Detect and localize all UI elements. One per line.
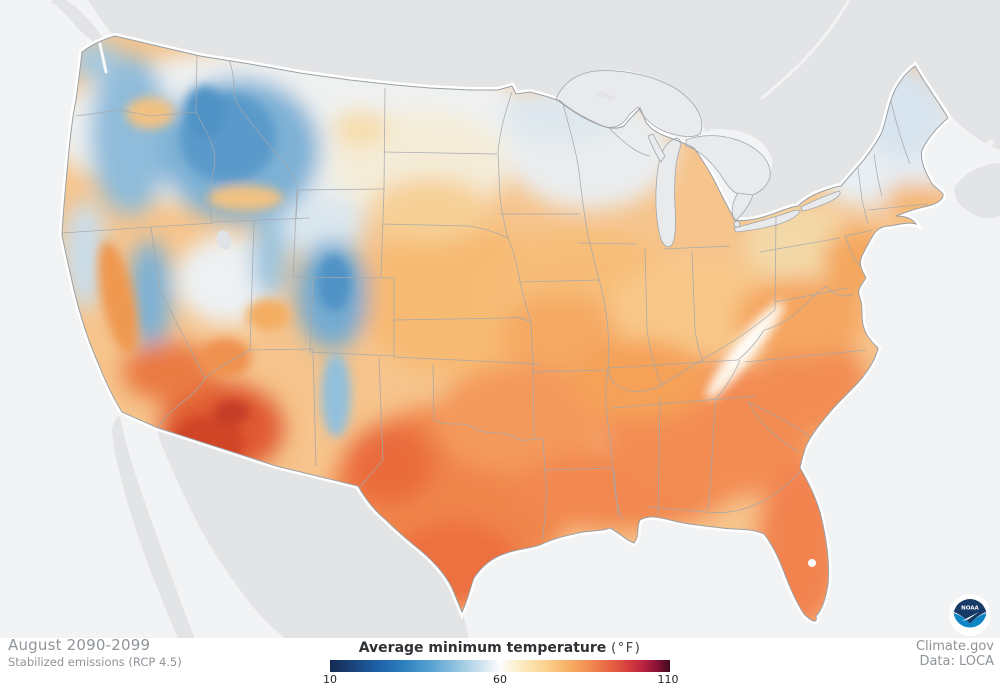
us-country-outline [61,35,949,622]
source-site-label: Climate.gov [915,639,994,654]
mexico-landmass [112,416,468,638]
colorbar-gradient [330,660,670,672]
green-bay [647,133,666,163]
colorbar-tick-mid: 60 [493,673,507,686]
colorbar-title-text: Average minimum temperature [358,640,607,656]
noaa-logo-text: NOAA [961,606,979,612]
source-data-label: Data: LOCA [919,654,994,669]
lake-st-clair [733,220,741,228]
noaa-logo: NOAA [949,594,991,636]
colorbar-unit: (°F) [611,641,642,656]
temperature-surface [62,40,948,622]
lake-ontario [800,190,841,212]
puget-sound [98,42,108,74]
lake-huron-south [731,192,754,222]
lake-huron [685,135,771,197]
noaa-wave-shape [953,613,987,628]
lake-okeechobee [808,559,816,567]
isle-royale [595,90,616,101]
great-salt-lake [216,230,232,250]
canada-landmass [50,0,1000,221]
lake-michigan [655,137,682,248]
noaa-fan-shape [953,599,987,624]
state-borders [62,51,929,541]
lake-superior [555,70,703,138]
colorbar-tick-max: 110 [657,673,679,686]
seagull-icon [962,612,979,621]
period-label: August 2090-2099 [8,636,151,654]
colorbar-tick-min: 10 [323,673,337,686]
lake-erie [733,209,801,233]
great-lakes [555,70,841,248]
scenario-label: Stabilized emissions (RCP 4.5) [8,655,182,669]
colorbar-title: Average minimum temperature (°F) [0,640,1000,656]
